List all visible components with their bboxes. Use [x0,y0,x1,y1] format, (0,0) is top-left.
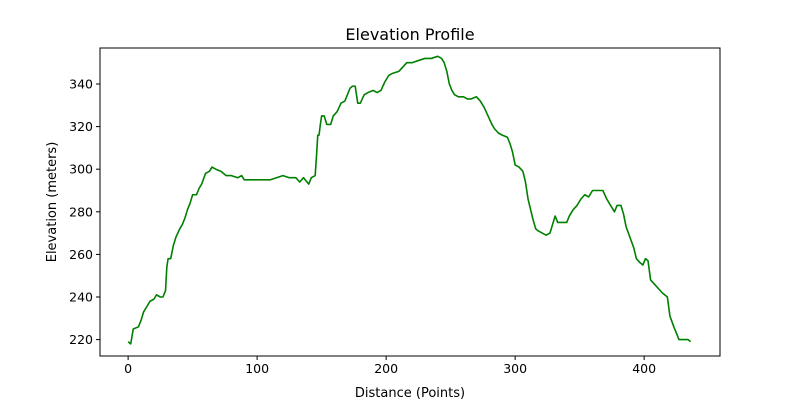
y-tick-label: 340 [69,76,93,91]
x-axis-label: Distance (Points) [355,386,465,400]
x-tick-label: 0 [124,361,132,376]
x-tick-label: 400 [632,361,656,376]
x-tick-label: 100 [245,361,269,376]
y-tick-label: 320 [69,119,93,134]
y-tick-label: 300 [69,162,93,177]
plot-frame [99,47,721,357]
x-axis-ticks: 0 100 200 300 400 [124,356,656,376]
y-tick-label: 240 [69,289,93,304]
y-tick-label: 260 [69,247,93,262]
chart-title: Elevation Profile [345,25,474,44]
y-axis-label: Elevation (meters) [45,142,60,263]
x-tick-label: 200 [374,361,398,376]
y-axis-ticks: 220 240 260 280 300 320 340 [69,76,100,347]
plot-lines [127,55,692,345]
y-tick-label: 280 [69,204,93,219]
x-tick-label: 300 [503,361,527,376]
elevation-series-line [127,55,692,345]
y-tick-label: 220 [69,332,93,347]
